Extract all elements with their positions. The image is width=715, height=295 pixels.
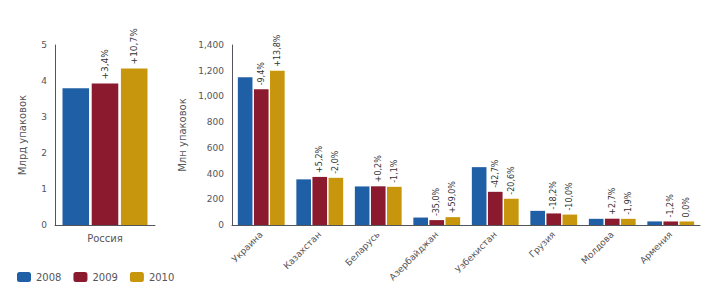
svg-text:2008: 2008 [36, 272, 61, 283]
svg-text:200: 200 [207, 194, 224, 204]
svg-text:-20,6%: -20,6% [507, 166, 516, 195]
svg-text:-1,9%: -1,9% [624, 191, 633, 215]
svg-text:0,0%: 0,0% [682, 197, 691, 218]
svg-text:2009: 2009 [92, 272, 117, 283]
svg-text:5: 5 [41, 40, 47, 50]
svg-text:Грузия: Грузия [527, 229, 557, 259]
svg-text:Казахстан: Казахстан [282, 229, 324, 271]
svg-text:2010: 2010 [149, 272, 174, 283]
svg-text:2: 2 [41, 148, 47, 158]
svg-text:Россия: Россия [87, 233, 123, 244]
svg-text:1,200: 1,200 [198, 66, 224, 76]
svg-text:+0,2%: +0,2% [374, 155, 383, 182]
svg-text:-9,4%: -9,4% [257, 62, 266, 86]
svg-text:+5,2%: +5,2% [315, 145, 324, 172]
svg-text:-42,7%: -42,7% [491, 159, 500, 188]
svg-text:Украина: Украина [230, 229, 265, 264]
svg-text:+3,4%: +3,4% [100, 49, 110, 80]
svg-text:3: 3 [41, 112, 47, 122]
svg-text:600: 600 [207, 143, 224, 153]
svg-text:0: 0 [218, 220, 224, 230]
svg-text:Армения: Армения [638, 229, 674, 265]
svg-text:-2,0%: -2,0% [331, 150, 340, 174]
svg-text:1: 1 [41, 184, 47, 194]
svg-text:+13,8%: +13,8% [273, 34, 282, 67]
svg-text:+10,7%: +10,7% [129, 28, 139, 65]
svg-text:Молдова: Молдова [579, 229, 615, 265]
svg-text:+2,7%: +2,7% [608, 187, 617, 214]
svg-text:-35,0%: -35,0% [432, 187, 441, 216]
svg-text:Беларусь: Беларусь [343, 229, 381, 267]
svg-text:Млрд упаковок: Млрд упаковок [17, 95, 28, 175]
svg-text:Узбекистан: Узбекистан [453, 229, 498, 274]
svg-text:0: 0 [41, 220, 47, 230]
svg-text:1,000: 1,000 [198, 91, 224, 101]
svg-text:Азербайджан: Азербайджан [387, 229, 440, 282]
svg-text:Млн упаковок: Млн упаковок [177, 98, 188, 172]
svg-text:800: 800 [207, 117, 224, 127]
svg-text:+59,0%: +59,0% [448, 181, 457, 214]
svg-text:-18,2%: -18,2% [549, 181, 558, 210]
svg-text:-10,0%: -10,0% [565, 182, 574, 211]
svg-text:1,400: 1,400 [198, 40, 224, 50]
svg-text:400: 400 [207, 169, 224, 179]
svg-text:4: 4 [41, 76, 47, 86]
svg-text:-1,2%: -1,2% [666, 194, 675, 218]
svg-text:-1,1%: -1,1% [390, 159, 399, 183]
